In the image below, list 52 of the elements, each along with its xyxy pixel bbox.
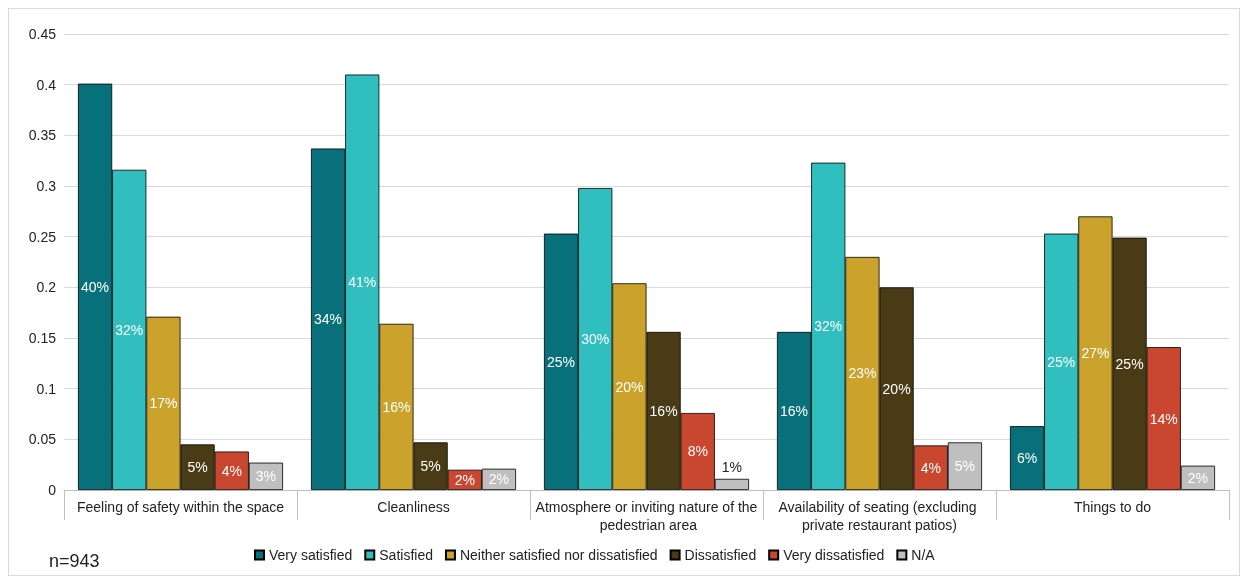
- legend-label: Very satisfied: [269, 547, 353, 563]
- y-tick-label: 0.15: [28, 330, 57, 346]
- x-tick-label: Atmosphere or inviting nature of the pedestrian area: [535, 499, 758, 533]
- data-label: 8%: [687, 443, 708, 460]
- y-tick-label: 0.4: [36, 76, 57, 93]
- x-tick-label: Availability of seating (excluding private restaurant patios): [778, 499, 981, 533]
- data-label: 17%: [149, 395, 178, 412]
- data-label: 16%: [649, 402, 678, 419]
- y-tick-label: 0.1: [36, 380, 57, 397]
- data-label: 41%: [348, 274, 377, 291]
- legend-label: Neither satisfied nor dissatisfied: [459, 547, 658, 563]
- data-label: 2%: [454, 471, 475, 488]
- text: n=943: [49, 551, 100, 571]
- data-label: 34%: [314, 311, 343, 328]
- data-label: 40%: [81, 278, 110, 295]
- y-tick-label: 0.45: [28, 26, 57, 42]
- data-label: 32%: [814, 318, 843, 335]
- data-label: 6%: [1016, 450, 1038, 467]
- data-label: 20%: [882, 380, 911, 397]
- data-label: 16%: [382, 398, 411, 415]
- y-tick-label: 0.25: [28, 228, 57, 245]
- y-tick-label: 0.2: [36, 279, 57, 296]
- y-tick-label: 0.35: [28, 127, 57, 144]
- x-tick-label: Cleanliness: [377, 499, 450, 515]
- data-label: 1%: [721, 458, 743, 475]
- legend-label: N/A: [911, 547, 936, 563]
- data-label: 27%: [1081, 345, 1110, 362]
- data-label: 23%: [848, 365, 877, 382]
- data-label: 30%: [581, 331, 610, 348]
- data-label: 4%: [920, 459, 941, 476]
- data-label: 32%: [115, 321, 144, 338]
- data-label: 5%: [187, 459, 208, 476]
- data-label: 4%: [221, 462, 242, 479]
- y-tick-label: 0.3: [36, 178, 57, 194]
- data-label: 16%: [780, 402, 809, 419]
- legend-label: Very dissatisfied: [783, 547, 885, 563]
- legend-label: Satisfied: [379, 547, 433, 563]
- data-label: 20%: [615, 378, 644, 395]
- data-label: 5%: [954, 458, 976, 475]
- data-label: 5%: [420, 458, 441, 475]
- x-tick-label: Things to do: [1073, 499, 1152, 515]
- data-label: 25%: [1115, 355, 1144, 372]
- data-label: 25%: [547, 353, 576, 370]
- data-label: 2%: [488, 471, 510, 488]
- x-tick-label: Feeling of safety within the space: [76, 499, 285, 515]
- data-label: 2%: [1187, 469, 1209, 486]
- y-tick-label: 0: [48, 482, 57, 498]
- y-tick-label: 0.05: [28, 431, 57, 448]
- data-label: 25%: [1047, 353, 1076, 370]
- legend-label: Dissatisfied: [684, 547, 757, 563]
- data-label: 3%: [255, 468, 277, 485]
- data-label: 14%: [1149, 410, 1178, 427]
